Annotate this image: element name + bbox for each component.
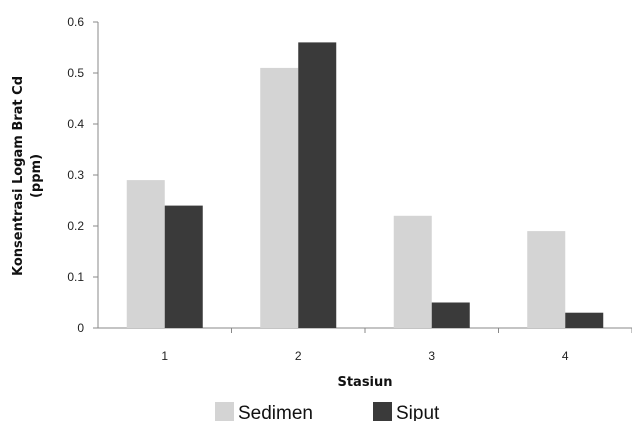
- y-axis-title-line2: (ppm): [29, 154, 44, 198]
- bar-sedimen-4: [527, 231, 566, 328]
- x-axis-title: Stasiun: [337, 375, 392, 390]
- x-tick-label: 1: [161, 349, 168, 363]
- y-tick-label: 0.5: [67, 66, 84, 80]
- legend-label-sedimen: Sedimen: [238, 403, 313, 421]
- bar-sedimen-3: [393, 215, 432, 328]
- legend-label-siput: Siput: [396, 403, 440, 421]
- y-tick-label: 0: [77, 321, 84, 335]
- y-axis-title-line1: Konsentrasi Logam Brat Cd: [11, 76, 26, 276]
- bar-siput-4: [565, 312, 604, 328]
- y-tick-label: 0.6: [67, 15, 84, 29]
- legend-swatch-sedimen: [215, 402, 234, 421]
- legend-swatch-siput: [373, 402, 392, 421]
- y-tick-label: 0.4: [67, 117, 84, 131]
- bar-siput-1: [164, 205, 203, 328]
- bar-siput-3: [431, 302, 470, 328]
- bar-siput-2: [298, 42, 337, 329]
- legend: Sedimen Siput: [215, 402, 440, 421]
- bar-sedimen-1: [126, 180, 165, 328]
- y-tick-label: 0.3: [67, 168, 84, 182]
- x-tick-label: 3: [428, 349, 435, 363]
- tick-labels: 0 0.1 0.2 0.3 0.4 0.5 0.6 1 2 3 4: [67, 15, 569, 363]
- bars: [126, 42, 604, 329]
- y-tick-label: 0.2: [67, 219, 84, 233]
- x-tick-label: 4: [562, 349, 569, 363]
- y-tick-label: 0.1: [67, 270, 84, 284]
- bar-sedimen-2: [260, 67, 299, 329]
- x-tick-label: 2: [295, 349, 302, 363]
